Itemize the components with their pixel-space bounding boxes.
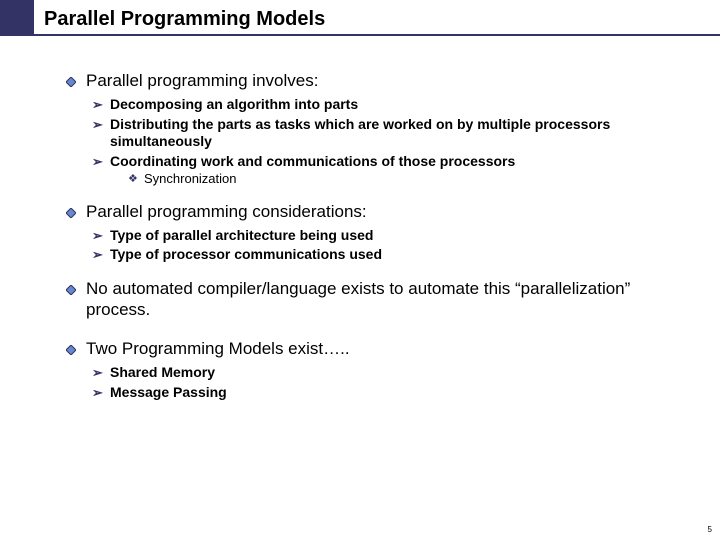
chevron-icon: ➢ [92,154,110,170]
chevron-icon: ➢ [92,97,110,113]
bullet-l2-text: Shared Memory [110,364,215,382]
chevron-icon: ➢ [92,365,110,381]
page-number: 5 [708,525,712,534]
chevron-icon: ➢ [92,228,110,244]
diamond-icon [66,342,86,360]
bullet-l2: ➢ Message Passing [92,384,690,402]
chevron-icon: ➢ [92,117,110,133]
corner-square [0,0,34,34]
bullet-l2: ➢ Decomposing an algorithm into parts [92,96,690,114]
bullet-l1-text: Parallel programming involves: [86,70,318,91]
bullet-l1-text: No automated compiler/language exists to… [86,278,690,321]
bullet-l2-text: Type of parallel architecture being used [110,227,373,245]
diamond-icon [66,205,86,223]
bullet-l2: ➢ Type of processor communications used [92,246,690,264]
bullet-l2: ➢ Shared Memory [92,364,690,382]
bullet-l1: Two Programming Models exist….. [66,338,690,360]
bullet-l1-text: Two Programming Models exist….. [86,338,350,359]
content: Parallel programming involves: ➢ Decompo… [66,70,690,401]
chevron-icon: ➢ [92,385,110,401]
bullet-l1-text: Parallel programming considerations: [86,201,367,222]
bullet-l2: ➢ Type of parallel architecture being us… [92,227,690,245]
page-title: Parallel Programming Models [44,8,700,31]
bullet-l2-text: Message Passing [110,384,227,402]
title-underline [0,34,720,36]
bullet-l1: Parallel programming involves: [66,70,690,92]
bullet-l2-text: Coordinating work and communications of … [110,153,515,171]
bullet-l1: Parallel programming considerations: [66,201,690,223]
bullet-l2-text: Distributing the parts as tasks which ar… [110,116,690,151]
bullet-l2: ➢ Coordinating work and communications o… [92,153,690,171]
title-area: Parallel Programming Models [44,8,700,31]
bullet-l3-text: Synchronization [144,171,237,187]
bullet-l1: No automated compiler/language exists to… [66,278,690,321]
bullet-l2-text: Decomposing an algorithm into parts [110,96,358,114]
bullet-l2: ➢ Distributing the parts as tasks which … [92,116,690,151]
bullet-l3: ❖ Synchronization [128,171,690,187]
diamond-icon [66,74,86,92]
bullet-l2-text: Type of processor communications used [110,246,382,264]
chevron-icon: ➢ [92,247,110,263]
diamond-icon [66,282,86,300]
diamond-small-icon: ❖ [128,172,144,185]
